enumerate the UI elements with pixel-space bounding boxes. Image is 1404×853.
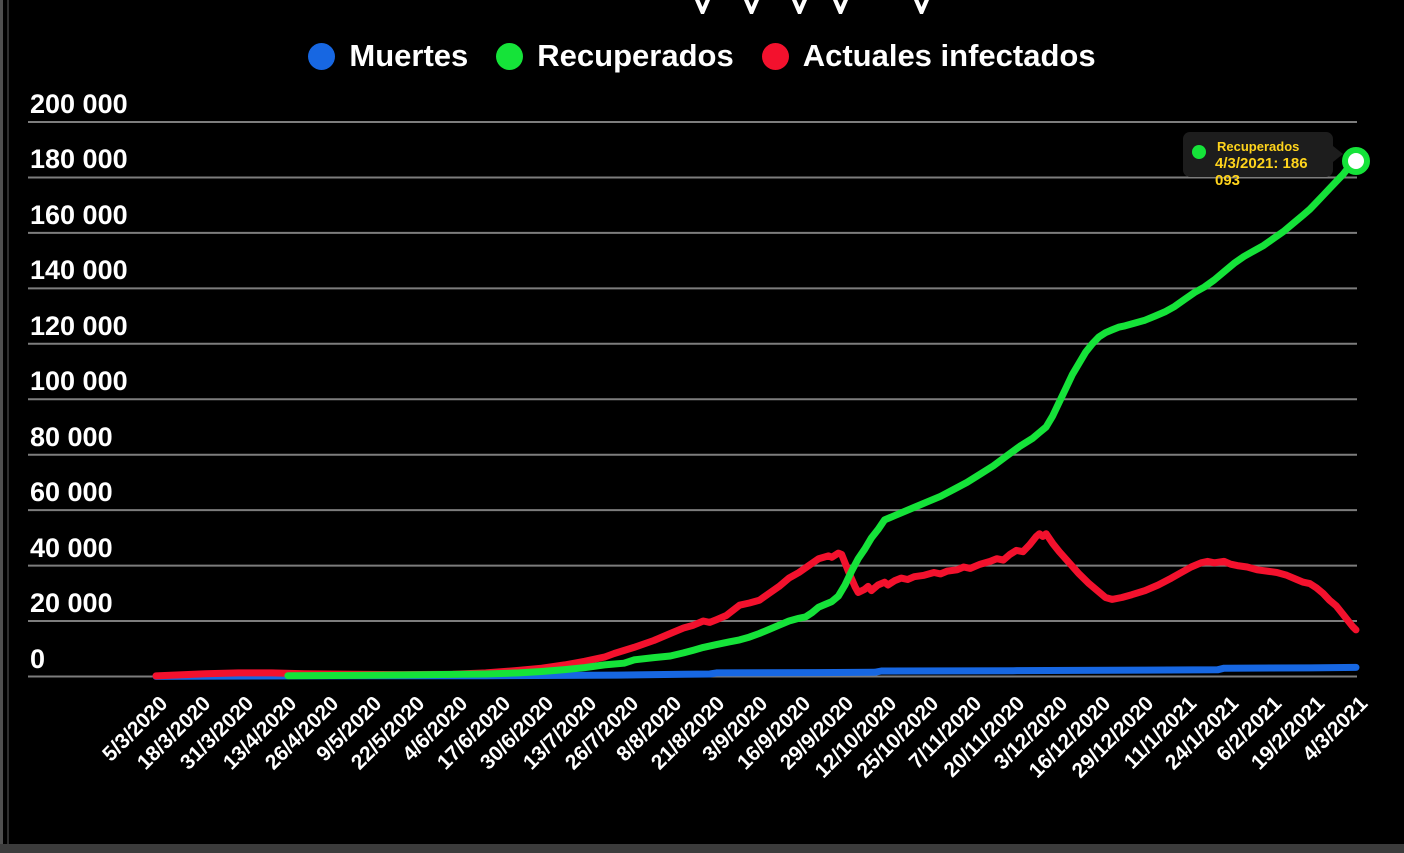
cutoff-glyph-descender-icon — [833, 0, 848, 14]
legend-item-actuales[interactable]: Actuales infectados — [761, 38, 1096, 74]
left-edge-strip — [0, 0, 3, 853]
legend-swatch-muertes-icon — [308, 42, 336, 70]
cutoff-glyph-descender-icon — [695, 0, 710, 14]
y-axis-label: 20 000 — [30, 588, 113, 619]
tooltip-arrow-icon — [1333, 145, 1343, 162]
tooltip-series-name: Recuperados — [1217, 138, 1300, 154]
legend-label-actuales: Actuales infectados — [802, 38, 1096, 73]
bottom-bar — [0, 844, 1404, 853]
series-line-actuales[interactable] — [152, 530, 1360, 680]
y-axis-label: 120 000 — [30, 310, 128, 341]
y-axis-label: 180 000 — [30, 144, 128, 175]
cutoff-title-fragments — [0, 0, 1404, 16]
cutoff-glyph-descender-icon — [744, 0, 759, 14]
y-axis-label: 140 000 — [30, 255, 128, 286]
tooltip: Recuperados 4/3/2021: 186 093 — [1183, 131, 1343, 189]
highlight-point[interactable] — [1342, 146, 1370, 175]
legend-swatch-recuperados-icon — [496, 42, 524, 70]
cutoff-glyph-descender-icon — [792, 0, 807, 14]
legend-label-muertes: Muertes — [349, 38, 469, 73]
legend-label-recuperados: Recuperados — [537, 38, 734, 73]
tooltip-value: 4/3/2021: 186 093 — [1215, 154, 1308, 189]
legend: Muertes Recuperados Actuales infectados — [0, 38, 1404, 74]
y-axis-label: 80 000 — [30, 421, 113, 452]
y-axis-label: 160 000 — [30, 199, 128, 230]
legend-item-muertes[interactable]: Muertes — [308, 38, 468, 74]
y-axis-label: 100 000 — [30, 366, 128, 397]
tooltip-series-dot-icon — [1192, 144, 1206, 159]
series-line-recuperados[interactable] — [284, 157, 1360, 680]
legend-item-recuperados[interactable]: Recuperados — [496, 38, 734, 74]
y-axis-label: 0 — [30, 643, 46, 674]
left-edge-line — [7, 0, 9, 845]
legend-swatch-actuales-icon — [761, 42, 789, 70]
y-axis-label: 40 000 — [30, 532, 113, 563]
cutoff-glyph-descender-icon — [914, 0, 929, 14]
y-axis-label: 200 000 — [30, 89, 128, 119]
y-axis-label: 60 000 — [30, 477, 113, 508]
